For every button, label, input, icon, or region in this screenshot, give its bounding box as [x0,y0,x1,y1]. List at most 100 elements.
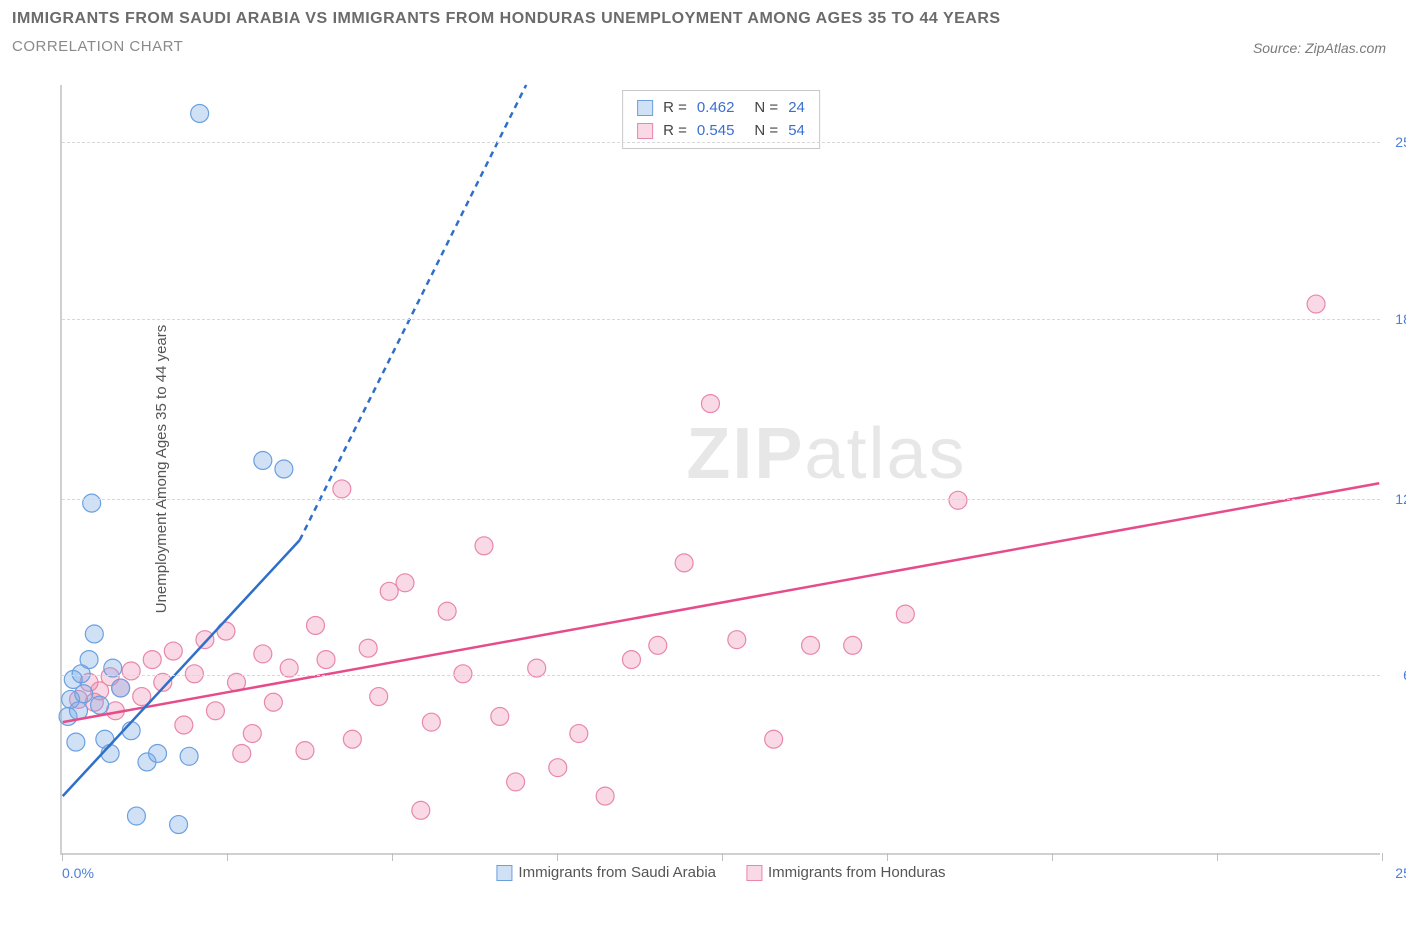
scatter-point [359,639,377,657]
scatter-point [491,707,509,725]
chart-title-line2: CORRELATION CHART [12,38,1394,55]
scatter-point [728,631,746,649]
r-label: R = [663,120,687,143]
scatter-point [75,685,93,703]
scatter-point [127,807,145,825]
scatter-point [122,662,140,680]
scatter-point [549,759,567,777]
trend-line [300,85,526,540]
gridline [62,142,1380,143]
scatter-point [206,702,224,720]
scatter-point [296,742,314,760]
scatter-point [396,574,414,592]
n-label: N = [754,97,778,120]
scatter-point [83,494,101,512]
scatter-point [412,801,430,819]
x-tick [1052,853,1053,861]
scatter-point [454,665,472,683]
scatter-point [196,631,214,649]
legend-item-honduras: Immigrants from Honduras [746,864,946,881]
scatter-point [143,651,161,669]
scatter-point [243,725,261,743]
scatter-point [307,616,325,634]
scatter-point [475,537,493,555]
scatter-point [233,744,251,762]
legend-swatch-saudi [496,865,512,881]
legend-label-saudi: Immigrants from Saudi Arabia [518,864,716,881]
correlation-legend: R = 0.462 N = 24 R = 0.545 N = 54 [622,90,820,149]
scatter-point [275,460,293,478]
scatter-point [802,636,820,654]
r-label: R = [663,97,687,120]
scatter-point [80,651,98,669]
scatter-point [844,636,862,654]
x-tick [722,853,723,861]
scatter-point [701,395,719,413]
scatter-point [149,744,167,762]
y-tick-label: 12.5% [1395,491,1406,507]
scatter-point [185,665,203,683]
scatter-point [264,693,282,711]
y-tick-label: 18.8% [1395,311,1406,327]
x-tick [1382,853,1383,861]
x-axis-min-label: 0.0% [62,865,94,881]
source-attribution: Source: ZipAtlas.com [1253,40,1386,56]
x-tick [1217,853,1218,861]
y-tick-label: 25.0% [1395,134,1406,150]
scatter-point [438,602,456,620]
scatter-point [180,747,198,765]
x-tick [887,853,888,861]
scatter-point [675,554,693,572]
legend-swatch [637,123,653,139]
scatter-point [254,645,272,663]
scatter-point [164,642,182,660]
scatter-point [649,636,667,654]
scatter-point [112,679,130,697]
scatter-point [596,787,614,805]
chart-plot-area: Unemployment Among Ages 35 to 44 years Z… [60,85,1380,855]
scatter-point [67,733,85,751]
x-axis-max-label: 25.0% [1395,865,1406,881]
scatter-point [570,725,588,743]
correlation-legend-row: R = 0.462 N = 24 [637,97,805,120]
scatter-point [370,688,388,706]
r-value: 0.462 [697,97,735,120]
x-tick [62,853,63,861]
r-value: 0.545 [697,120,735,143]
scatter-point [175,716,193,734]
gridline [62,499,1380,500]
scatter-point [380,582,398,600]
scatter-point [896,605,914,623]
n-label: N = [754,120,778,143]
scatter-svg [62,85,1380,853]
legend-item-saudi: Immigrants from Saudi Arabia [496,864,716,881]
n-value: 54 [788,120,805,143]
scatter-point [622,651,640,669]
chart-title-line1: IMMIGRANTS FROM SAUDI ARABIA VS IMMIGRAN… [12,10,1394,28]
scatter-point [1307,295,1325,313]
x-tick [392,853,393,861]
legend-swatch [637,100,653,116]
scatter-point [170,816,188,834]
gridline [62,319,1380,320]
gridline [62,675,1380,676]
legend-swatch-honduras [746,865,762,881]
scatter-point [507,773,525,791]
series-legend: Immigrants from Saudi Arabia Immigrants … [496,864,945,881]
n-value: 24 [788,97,805,120]
scatter-point [949,491,967,509]
legend-label-honduras: Immigrants from Honduras [768,864,946,881]
x-tick [227,853,228,861]
scatter-point [333,480,351,498]
scatter-point [422,713,440,731]
scatter-point [317,651,335,669]
scatter-point [85,625,103,643]
x-tick [557,853,558,861]
scatter-point [343,730,361,748]
scatter-point [765,730,783,748]
correlation-legend-row: R = 0.545 N = 54 [637,120,805,143]
scatter-point [254,451,272,469]
scatter-point [191,104,209,122]
scatter-point [91,696,109,714]
trend-line [63,483,1380,722]
